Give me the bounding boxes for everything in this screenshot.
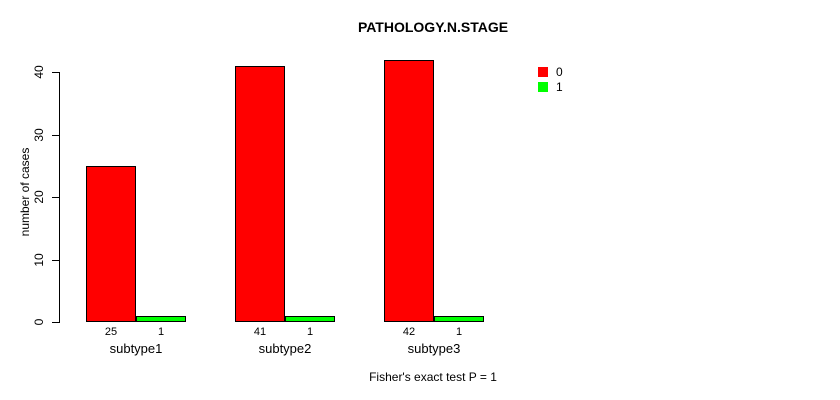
bar-value-label: 25 xyxy=(104,326,118,338)
bar-value-label: 1 xyxy=(306,326,314,338)
legend-label: 1 xyxy=(556,80,563,94)
bar-value-label: 41 xyxy=(253,326,267,338)
x-category-label: subtype1 xyxy=(109,341,163,356)
y-axis-tick-label: 30 xyxy=(32,127,46,142)
bar-subtype3-series-1 xyxy=(434,315,484,322)
y-axis-tick-label: 40 xyxy=(32,65,46,79)
annotation-text: Fisher's exact test P = 1 xyxy=(369,370,497,384)
chart-title: PATHOLOGY.N.STAGE xyxy=(357,19,509,35)
y-axis-tick xyxy=(52,197,59,198)
legend-item: 0 xyxy=(538,66,563,78)
y-axis-tick xyxy=(52,72,59,73)
x-category-label: subtype3 xyxy=(407,341,461,356)
legend-label: 0 xyxy=(556,65,563,79)
x-category-label: subtype2 xyxy=(258,341,312,356)
y-axis-tick xyxy=(52,134,59,136)
bar-subtype1-series-0 xyxy=(86,165,136,322)
bar-value-label: 42 xyxy=(402,326,416,338)
bar-subtype2-series-1 xyxy=(285,315,335,322)
bar-subtype2-series-0 xyxy=(235,65,285,322)
legend-swatch xyxy=(538,82,548,92)
y-axis-tick-label: 10 xyxy=(32,252,46,267)
y-axis-tick-label: 0 xyxy=(32,318,46,326)
legend-item: 1 xyxy=(538,81,563,93)
legend-swatch xyxy=(538,67,548,77)
bar-value-label: 1 xyxy=(455,326,463,338)
y-axis-line xyxy=(59,72,60,323)
bar-subtype3-series-0 xyxy=(384,59,434,322)
y-axis-tick-label: 20 xyxy=(32,190,46,204)
y-axis-tick xyxy=(52,322,59,323)
y-axis-tick xyxy=(52,259,59,261)
bar-value-label: 1 xyxy=(157,326,165,338)
bar-subtype1-series-1 xyxy=(136,315,186,322)
